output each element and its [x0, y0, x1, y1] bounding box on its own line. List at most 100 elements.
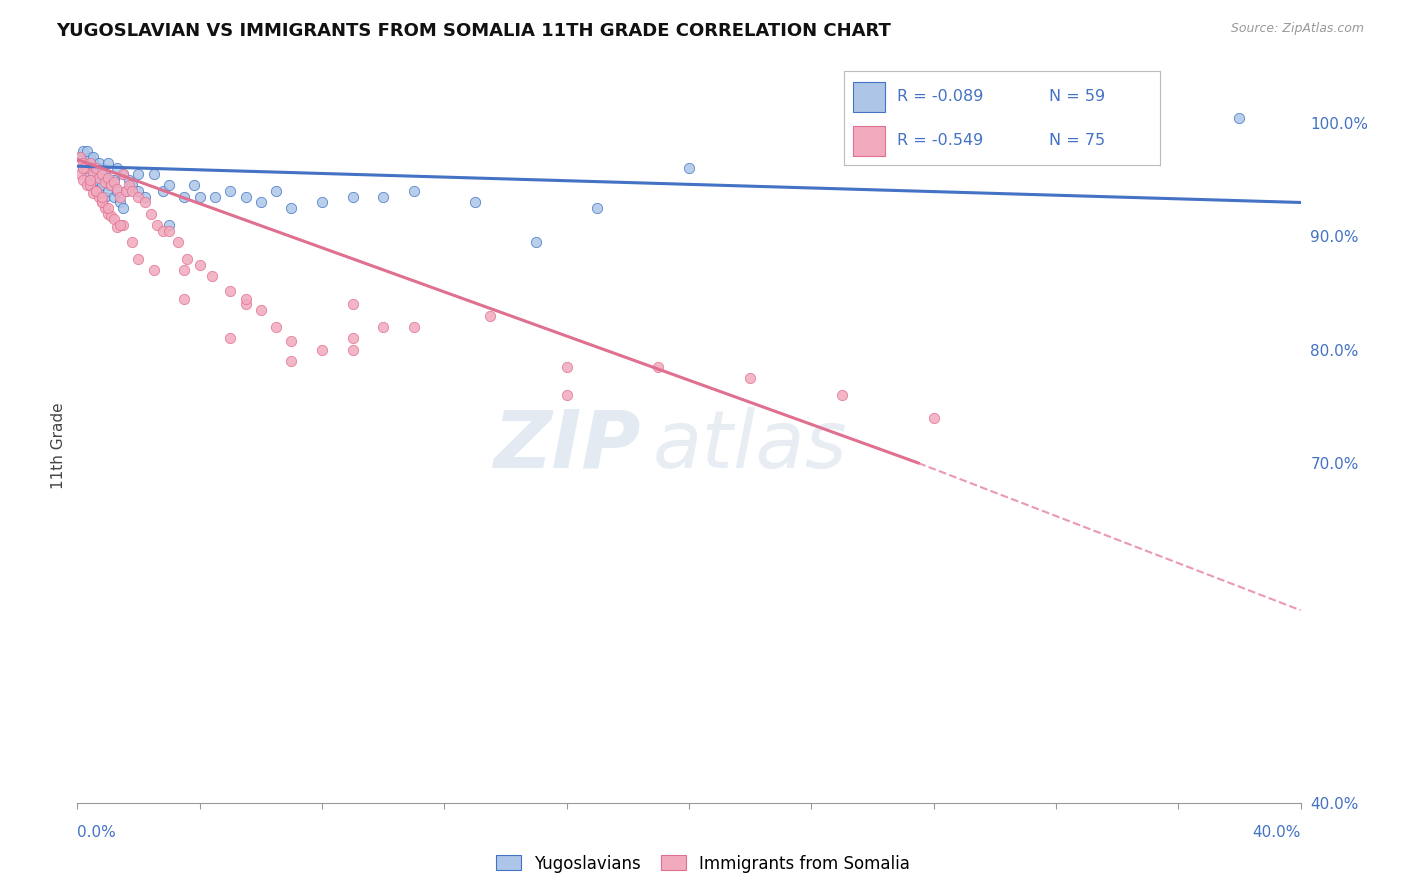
Point — [100, 178, 122, 193]
Point — [94, 190, 117, 204]
Point — [219, 284, 242, 298]
Text: YUGOSLAVIAN VS IMMIGRANTS FROM SOMALIA 11TH GRADE CORRELATION CHART: YUGOSLAVIAN VS IMMIGRANTS FROM SOMALIA 1… — [56, 22, 891, 40]
Point — [831, 388, 853, 402]
Point — [76, 156, 98, 170]
Point — [112, 167, 135, 181]
Point — [176, 252, 198, 266]
Point — [740, 371, 762, 385]
Point — [90, 161, 112, 176]
Y-axis label: 11th Grade: 11th Grade — [51, 402, 66, 490]
Point — [188, 190, 211, 204]
Point — [69, 167, 91, 181]
Point — [121, 184, 143, 198]
Point — [82, 178, 104, 193]
Point — [311, 195, 333, 210]
Point — [280, 201, 302, 215]
Point — [555, 359, 578, 374]
Point — [152, 184, 174, 198]
Text: atlas: atlas — [652, 407, 846, 485]
Point — [152, 224, 174, 238]
Point — [97, 184, 120, 198]
Point — [235, 292, 257, 306]
Point — [97, 156, 120, 170]
Point — [134, 195, 156, 210]
Point — [103, 175, 125, 189]
Point — [87, 184, 110, 198]
Text: 0.0%: 0.0% — [77, 825, 117, 840]
Point — [173, 190, 195, 204]
Point — [82, 186, 104, 201]
Point — [157, 218, 180, 232]
Point — [76, 161, 98, 176]
Point — [128, 184, 150, 198]
Point — [142, 167, 165, 181]
Point — [79, 156, 101, 170]
Point — [103, 173, 125, 187]
Point — [97, 207, 120, 221]
Point — [647, 359, 669, 374]
Point — [108, 195, 131, 210]
Point — [183, 178, 205, 193]
Point — [82, 156, 104, 170]
Point — [173, 263, 195, 277]
Point — [586, 201, 609, 215]
Point — [371, 320, 394, 334]
Point — [105, 184, 128, 198]
Point — [79, 173, 101, 187]
Point — [87, 167, 110, 181]
Point — [128, 167, 150, 181]
Point — [94, 201, 117, 215]
Point — [100, 178, 122, 193]
Point — [479, 309, 502, 323]
Point — [90, 190, 112, 204]
Point — [342, 343, 364, 357]
Legend: Yugoslavians, Immigrants from Somalia: Yugoslavians, Immigrants from Somalia — [489, 848, 917, 880]
Point — [922, 410, 945, 425]
Point — [1229, 111, 1251, 125]
Point — [79, 150, 101, 164]
Point — [112, 218, 135, 232]
Point — [524, 235, 547, 249]
Point — [84, 173, 107, 187]
Bar — [853, 126, 884, 156]
Point — [90, 195, 112, 210]
Point — [72, 161, 94, 176]
Point — [76, 167, 98, 181]
Point — [167, 235, 190, 249]
Point — [118, 173, 141, 187]
Point — [118, 178, 141, 193]
Point — [72, 161, 94, 176]
Point — [219, 331, 242, 345]
Point — [157, 224, 180, 238]
Text: R = -0.549: R = -0.549 — [897, 133, 984, 148]
Point — [311, 343, 333, 357]
Point — [112, 167, 135, 181]
Point — [121, 178, 143, 193]
Point — [128, 190, 150, 204]
Point — [342, 190, 364, 204]
Point — [235, 190, 257, 204]
Point — [94, 167, 117, 181]
Point — [250, 195, 273, 210]
Point — [188, 258, 211, 272]
Point — [82, 167, 104, 181]
Point — [90, 178, 112, 193]
Point — [84, 161, 107, 176]
Point — [280, 354, 302, 368]
Point — [342, 297, 364, 311]
Point — [264, 184, 287, 198]
Point — [128, 252, 150, 266]
Point — [87, 156, 110, 170]
Point — [103, 212, 125, 227]
Point — [72, 173, 94, 187]
Point — [76, 145, 98, 159]
Point — [97, 170, 120, 185]
Point — [84, 161, 107, 176]
Point — [105, 161, 128, 176]
Point — [90, 195, 112, 210]
Point — [76, 178, 98, 193]
Point — [371, 190, 394, 204]
Point — [201, 269, 224, 284]
Point — [342, 331, 364, 345]
Point — [94, 175, 117, 189]
